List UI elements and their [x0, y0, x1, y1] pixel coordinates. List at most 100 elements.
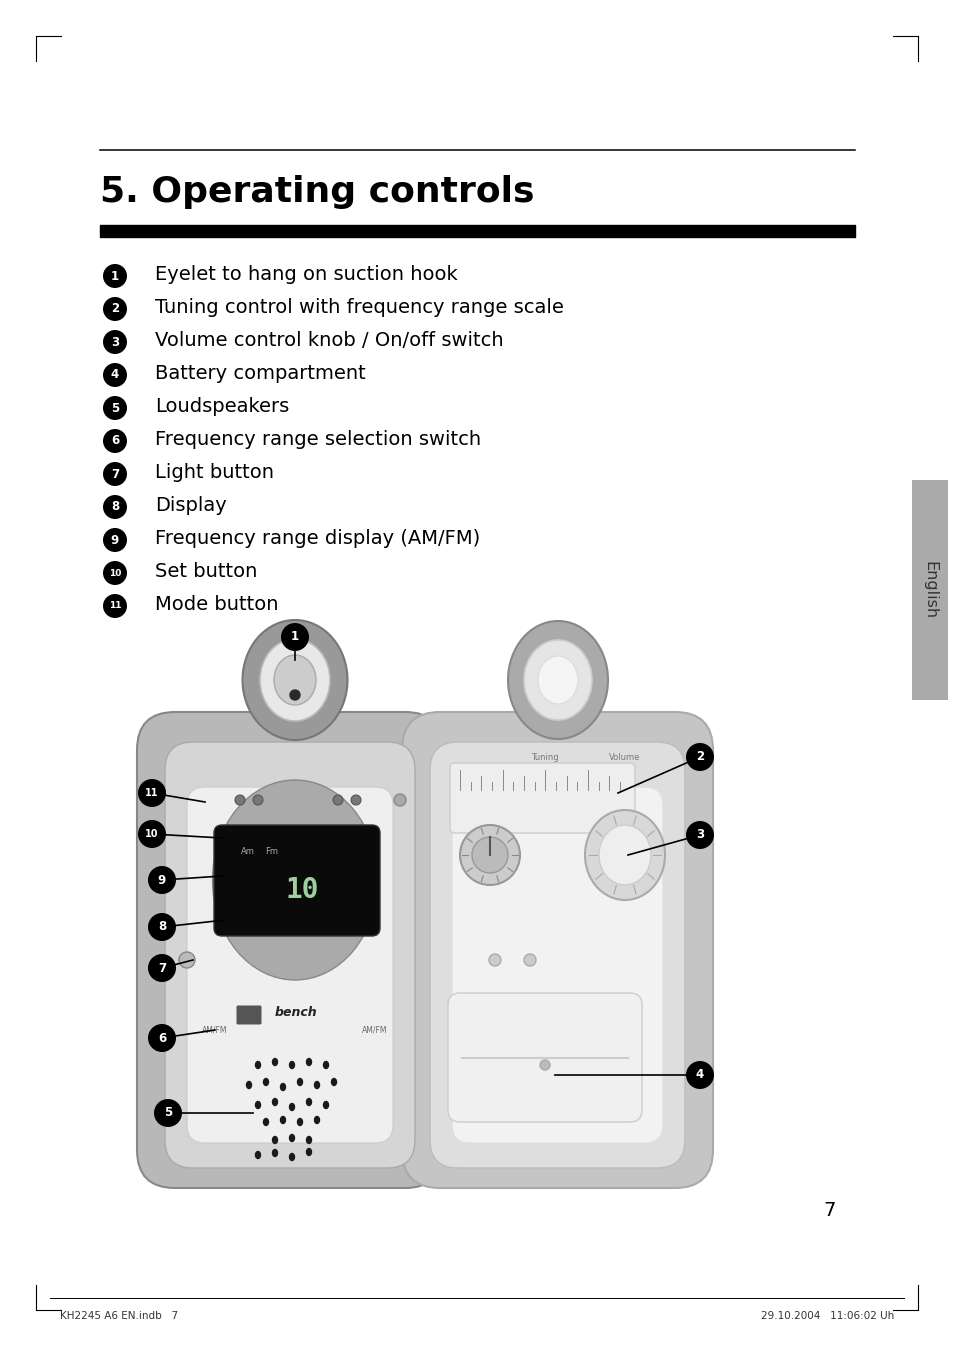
Ellipse shape: [255, 1101, 260, 1109]
Ellipse shape: [323, 1101, 328, 1109]
Ellipse shape: [263, 1078, 268, 1085]
Text: 9: 9: [157, 874, 166, 887]
Text: AM/FM: AM/FM: [202, 1026, 228, 1035]
Circle shape: [472, 837, 507, 874]
Circle shape: [523, 954, 536, 966]
Ellipse shape: [246, 1081, 252, 1089]
Circle shape: [138, 779, 166, 808]
Text: 7: 7: [111, 467, 119, 481]
Ellipse shape: [289, 1154, 294, 1160]
Circle shape: [103, 264, 127, 288]
Ellipse shape: [598, 825, 650, 886]
Text: 1: 1: [291, 630, 298, 643]
Text: 29.10.2004   11:06:02 Uh: 29.10.2004 11:06:02 Uh: [760, 1311, 893, 1320]
Ellipse shape: [306, 1098, 312, 1105]
Ellipse shape: [213, 779, 377, 980]
Circle shape: [351, 795, 360, 805]
FancyBboxPatch shape: [448, 993, 641, 1123]
Circle shape: [281, 623, 309, 651]
Circle shape: [103, 594, 127, 618]
Text: Tuning: Tuning: [531, 754, 558, 762]
Text: AM/FM: AM/FM: [362, 1026, 387, 1035]
Text: Mode button: Mode button: [154, 595, 278, 614]
Text: Volume control knob / On/off switch: Volume control knob / On/off switch: [154, 331, 503, 350]
Text: 2: 2: [111, 303, 119, 315]
Text: Display: Display: [154, 495, 227, 516]
Text: 4: 4: [695, 1069, 703, 1081]
Ellipse shape: [523, 639, 592, 720]
Text: Volume: Volume: [609, 754, 640, 762]
FancyBboxPatch shape: [430, 742, 684, 1168]
Circle shape: [685, 821, 713, 849]
Circle shape: [103, 429, 127, 454]
Circle shape: [103, 528, 127, 552]
Ellipse shape: [331, 1078, 336, 1085]
Ellipse shape: [260, 639, 330, 721]
Circle shape: [103, 396, 127, 420]
Ellipse shape: [255, 1062, 260, 1069]
Circle shape: [103, 330, 127, 354]
Circle shape: [103, 363, 127, 388]
Text: 6: 6: [111, 435, 119, 447]
Text: 8: 8: [157, 921, 166, 934]
Text: 5. Operating controls: 5. Operating controls: [100, 175, 534, 209]
FancyBboxPatch shape: [236, 1005, 261, 1024]
FancyBboxPatch shape: [401, 712, 712, 1189]
Text: 3: 3: [111, 335, 119, 349]
Text: 3: 3: [695, 829, 703, 841]
Ellipse shape: [255, 1151, 260, 1159]
Text: 10: 10: [109, 568, 121, 577]
Ellipse shape: [584, 810, 664, 900]
Circle shape: [290, 690, 299, 700]
Text: 9: 9: [111, 533, 119, 546]
Text: 8: 8: [111, 501, 119, 514]
Circle shape: [103, 297, 127, 320]
Circle shape: [685, 743, 713, 771]
Text: Fm: Fm: [265, 848, 278, 856]
Bar: [911, 481, 947, 700]
Circle shape: [234, 795, 245, 805]
Ellipse shape: [289, 1135, 294, 1141]
Circle shape: [103, 462, 127, 486]
Ellipse shape: [323, 1062, 328, 1069]
Ellipse shape: [306, 1136, 312, 1144]
Text: 10: 10: [285, 876, 318, 905]
Ellipse shape: [280, 1116, 285, 1124]
FancyBboxPatch shape: [137, 712, 442, 1189]
Circle shape: [539, 1061, 550, 1070]
Text: Eyelet to hang on suction hook: Eyelet to hang on suction hook: [154, 265, 457, 284]
Text: 5: 5: [164, 1106, 172, 1120]
Text: Frequency range selection switch: Frequency range selection switch: [154, 429, 480, 450]
Text: Am: Am: [241, 848, 254, 856]
Circle shape: [148, 913, 175, 941]
FancyBboxPatch shape: [187, 787, 393, 1143]
Text: Set button: Set button: [154, 563, 257, 581]
Ellipse shape: [273, 1098, 277, 1105]
Text: Light button: Light button: [154, 463, 274, 482]
Text: 10: 10: [145, 829, 158, 839]
Ellipse shape: [507, 621, 607, 739]
Circle shape: [148, 954, 175, 983]
FancyBboxPatch shape: [213, 825, 379, 935]
Text: 11: 11: [145, 787, 158, 798]
Circle shape: [148, 865, 175, 894]
Ellipse shape: [289, 1104, 294, 1110]
Text: 7: 7: [158, 961, 166, 975]
Ellipse shape: [306, 1148, 312, 1155]
Circle shape: [138, 820, 166, 848]
Text: bench: bench: [274, 1005, 317, 1019]
Ellipse shape: [274, 656, 315, 705]
Text: English: English: [922, 561, 937, 619]
Ellipse shape: [314, 1081, 319, 1089]
FancyBboxPatch shape: [450, 763, 635, 833]
Circle shape: [394, 794, 406, 806]
Text: 6: 6: [157, 1031, 166, 1044]
Ellipse shape: [306, 1058, 312, 1066]
Text: Tuning control with frequency range scale: Tuning control with frequency range scal…: [154, 297, 563, 318]
Text: 11: 11: [109, 602, 121, 611]
Ellipse shape: [273, 1149, 277, 1156]
Text: Loudspeakers: Loudspeakers: [154, 397, 289, 416]
Text: 7: 7: [823, 1201, 836, 1219]
Ellipse shape: [297, 1119, 302, 1125]
Circle shape: [333, 795, 343, 805]
